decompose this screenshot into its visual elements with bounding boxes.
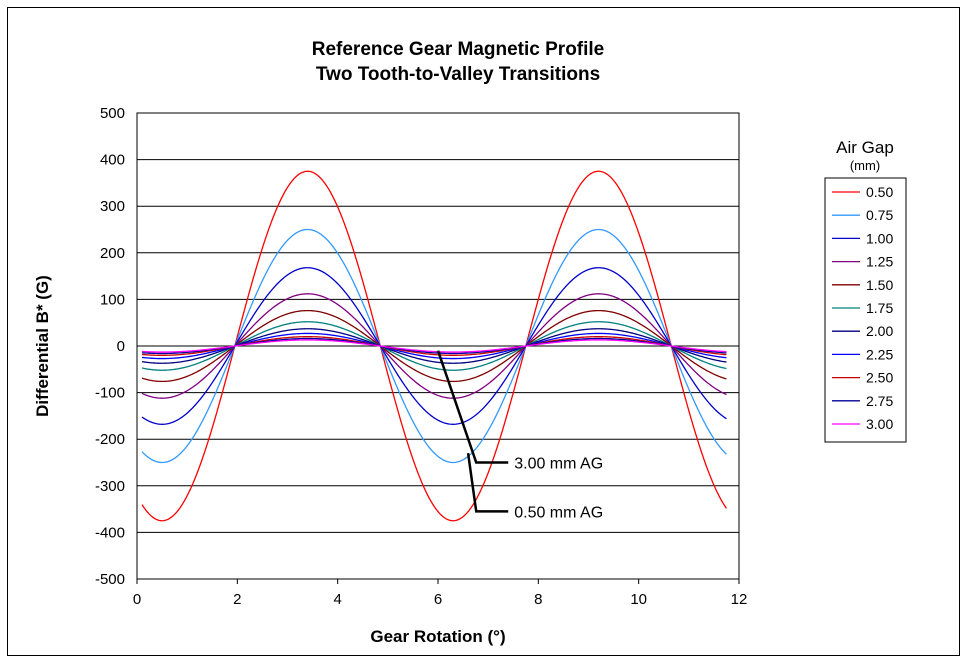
annotation-leader xyxy=(466,453,509,513)
y-tick-label: 200 xyxy=(100,245,125,262)
series-line-0.50 xyxy=(141,170,727,522)
series-line-1.00 xyxy=(141,267,727,425)
y-tick-label: -300 xyxy=(95,478,125,495)
annotation-label: 3.00 mm AG xyxy=(514,456,603,473)
legend-subtitle: (mm) xyxy=(850,158,880,173)
y-tick-label: 500 xyxy=(100,105,125,122)
annotation-label: 0.50 mm AG xyxy=(514,504,603,521)
x-tick-label: 6 xyxy=(434,591,442,608)
y-tick-label: 0 xyxy=(117,338,125,355)
series-line-3.00 xyxy=(141,339,727,353)
legend-label: 1.00 xyxy=(866,230,893,246)
chart-title-line-2: Two Tooth-to-Valley Transitions xyxy=(316,64,600,85)
legend-label: 2.25 xyxy=(866,346,893,362)
y-tick-label: -400 xyxy=(95,524,125,541)
series-line-1.25 xyxy=(141,293,727,399)
y-tick-label: -500 xyxy=(95,571,125,588)
legend-label: 0.75 xyxy=(866,207,893,223)
legend-label: 1.50 xyxy=(866,277,893,293)
legend-items: 0.50 0.75 1.00 1.25 1.50 1.75 2.00 2.25 2.50 2.75… xyxy=(832,184,893,432)
chart-title-line-1: Reference Gear Magnetic Profile xyxy=(312,39,605,60)
annotations: 3.00 mm AG 0.50 mm AG xyxy=(436,350,603,521)
legend-box xyxy=(824,177,907,443)
series-lines xyxy=(141,170,727,522)
y-axis-title: Differential B* (G) xyxy=(33,275,52,417)
x-tick-label: 2 xyxy=(233,591,241,608)
series-line-1.50 xyxy=(141,309,727,383)
y-tick-label: -100 xyxy=(95,385,125,402)
x-tick-label: 10 xyxy=(630,591,647,608)
x-tick-label: 8 xyxy=(534,591,542,608)
series-line-0.75 xyxy=(141,228,727,464)
y-tick-label: -200 xyxy=(95,431,125,448)
legend-label: 2.50 xyxy=(866,370,893,386)
gridlines xyxy=(137,112,739,580)
legend-label: 3.00 xyxy=(866,416,893,432)
y-tick-label: 400 xyxy=(100,152,125,169)
legend-label: 0.50 xyxy=(866,184,893,200)
y-tick-label: 300 xyxy=(100,198,125,215)
x-tick-label: 12 xyxy=(731,591,748,608)
series-line-1.75 xyxy=(141,321,727,371)
x-axis-title: Gear Rotation (°) xyxy=(370,627,505,646)
legend-label: 2.00 xyxy=(866,323,893,339)
legend-label: 2.75 xyxy=(866,393,893,409)
chart-frame xyxy=(7,7,960,656)
legend-label: 1.75 xyxy=(866,300,893,316)
x-tick-label: 0 xyxy=(133,591,141,608)
legend-label: 1.25 xyxy=(866,254,893,270)
y-tick-label: 100 xyxy=(100,291,125,308)
x-axis-ticks: 0 2 4 6 8 10 12 xyxy=(133,579,748,608)
y-axis-ticks: 500 400 300 200 100 0 -100 -200 -300 -400 -500 xyxy=(95,105,125,588)
annotation-leader xyxy=(436,350,509,464)
x-tick-label: 4 xyxy=(333,591,341,608)
legend-title: Air Gap xyxy=(836,138,894,157)
